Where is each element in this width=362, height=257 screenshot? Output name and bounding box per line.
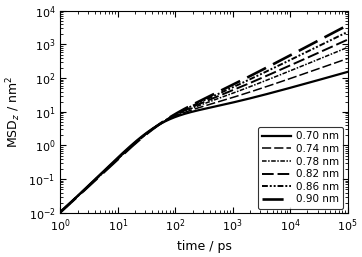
0.82 nm [340, 41, 344, 44]
0.70 nm [309, 80, 313, 84]
0.78 nm [309, 61, 313, 64]
0.86 nm [168, 116, 173, 119]
0.78 nm [108, 164, 112, 167]
0.78 nm [168, 116, 173, 120]
Line: 0.74 nm: 0.74 nm [60, 59, 348, 212]
0.86 nm [345, 30, 350, 33]
0.82 nm [108, 164, 112, 167]
0.74 nm [340, 59, 344, 62]
0.70 nm [108, 163, 112, 167]
0.82 nm [58, 211, 63, 214]
Line: 0.90 nm: 0.90 nm [60, 25, 348, 212]
0.86 nm [340, 33, 344, 36]
0.90 nm [168, 115, 173, 118]
0.70 nm [340, 72, 344, 75]
0.78 nm [345, 46, 350, 49]
0.90 nm [345, 24, 350, 27]
0.70 nm [91, 180, 95, 183]
0.82 nm [345, 38, 350, 41]
0.74 nm [345, 57, 350, 60]
0.86 nm [58, 211, 63, 214]
0.86 nm [309, 48, 313, 51]
0.78 nm [340, 48, 344, 51]
0.90 nm [181, 108, 185, 111]
0.82 nm [91, 180, 95, 183]
0.74 nm [108, 164, 112, 167]
0.86 nm [181, 109, 185, 112]
0.70 nm [168, 117, 173, 121]
0.90 nm [340, 27, 344, 30]
0.82 nm [309, 54, 313, 58]
0.78 nm [181, 111, 185, 114]
0.74 nm [181, 112, 185, 115]
0.90 nm [108, 165, 112, 168]
0.74 nm [91, 180, 95, 183]
Line: 0.70 nm: 0.70 nm [60, 72, 348, 212]
0.90 nm [309, 43, 313, 46]
0.82 nm [181, 110, 185, 113]
0.90 nm [58, 211, 63, 214]
Line: 0.82 nm: 0.82 nm [60, 40, 348, 212]
0.74 nm [58, 210, 63, 214]
0.70 nm [181, 113, 185, 116]
Legend: 0.70 nm, 0.74 nm, 0.78 nm, 0.82 nm, 0.86 nm, 0.90 nm: 0.70 nm, 0.74 nm, 0.78 nm, 0.82 nm, 0.86… [258, 127, 344, 209]
0.82 nm [168, 116, 173, 119]
0.90 nm [91, 181, 95, 184]
0.86 nm [91, 180, 95, 183]
0.74 nm [309, 70, 313, 73]
Y-axis label: MSD$_z$ / nm$^2$: MSD$_z$ / nm$^2$ [4, 76, 23, 148]
0.78 nm [91, 180, 95, 183]
0.74 nm [168, 117, 173, 120]
0.86 nm [108, 164, 112, 168]
X-axis label: time / ps: time / ps [177, 240, 231, 253]
Line: 0.78 nm: 0.78 nm [60, 48, 348, 212]
0.78 nm [58, 210, 63, 214]
0.70 nm [345, 70, 350, 74]
Line: 0.86 nm: 0.86 nm [60, 32, 348, 212]
0.70 nm [58, 210, 63, 214]
